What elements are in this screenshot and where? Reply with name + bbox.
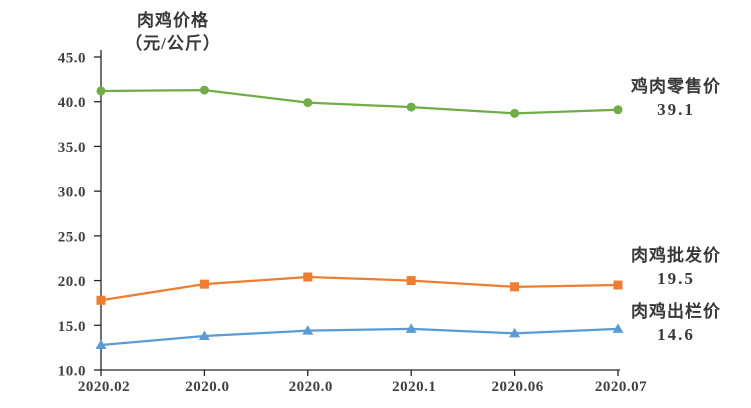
data-point-square (96, 295, 106, 305)
data-point-triangle (95, 339, 107, 349)
data-point-circle (96, 86, 106, 96)
series-annotation-name: 肉鸡出栏价 (631, 302, 721, 321)
y-tick-label: 35.0 (58, 140, 86, 156)
series-line-0 (100, 88, 619, 115)
data-point-circle (406, 102, 416, 112)
series-annotation-value: 19.5 (657, 269, 695, 288)
y-tick-label: 40.0 (58, 95, 86, 111)
y-tick-label: 10.0 (58, 364, 86, 380)
axis-lines (100, 50, 620, 371)
data-point-circle (510, 108, 520, 118)
series-annotation-name: 肉鸡批发价 (631, 246, 721, 265)
series-line-1 (100, 275, 619, 302)
data-point-circle (303, 98, 313, 108)
series-annotation-value: 14.6 (657, 325, 695, 344)
data-point-square (613, 280, 623, 290)
data-point-square (406, 276, 416, 286)
data-point-circle (199, 85, 209, 95)
series-annotation-retail-price: 鸡肉零售价 39.1 (610, 75, 742, 121)
data-point-square (303, 272, 313, 282)
series-annotation-farmgate-price: 肉鸡出栏价 14.6 (610, 300, 742, 346)
data-point-triangle (509, 327, 521, 338)
x-tick-label: 2020.06 (491, 379, 543, 395)
series-annotation-wholesale-price: 肉鸡批发价 19.5 (610, 244, 742, 290)
x-tick-label: 2020.1 (392, 379, 436, 395)
data-point-square (199, 279, 209, 289)
data-point-square (510, 282, 520, 292)
y-tick-label: 15.0 (58, 319, 86, 335)
chart-title: 肉鸡价格 （元/公斤） (112, 9, 234, 55)
chart-title-line2: （元/公斤） (125, 34, 221, 53)
x-tick-label: 2020.07 (595, 379, 647, 395)
y-tick-label: 20.0 (58, 274, 86, 290)
chart-title-line1: 肉鸡价格 (137, 11, 209, 30)
data-point-triangle (612, 323, 624, 333)
y-tick-label: 45.0 (58, 51, 86, 67)
data-point-circle (613, 105, 623, 115)
x-tick-label: 2020.0 (289, 379, 333, 395)
x-tick-label: 2020.0 (185, 379, 229, 395)
y-tick-label: 25.0 (58, 229, 86, 245)
y-tick-label: 30.0 (58, 185, 86, 201)
x-tick-label: 2020.02 (78, 379, 130, 395)
series-annotation-name: 鸡肉零售价 (631, 77, 721, 96)
data-point-triangle (405, 323, 417, 333)
data-point-triangle (198, 330, 210, 341)
data-point-triangle (302, 325, 314, 335)
series-line-2 (100, 327, 619, 347)
series-annotation-value: 39.1 (657, 100, 695, 119)
